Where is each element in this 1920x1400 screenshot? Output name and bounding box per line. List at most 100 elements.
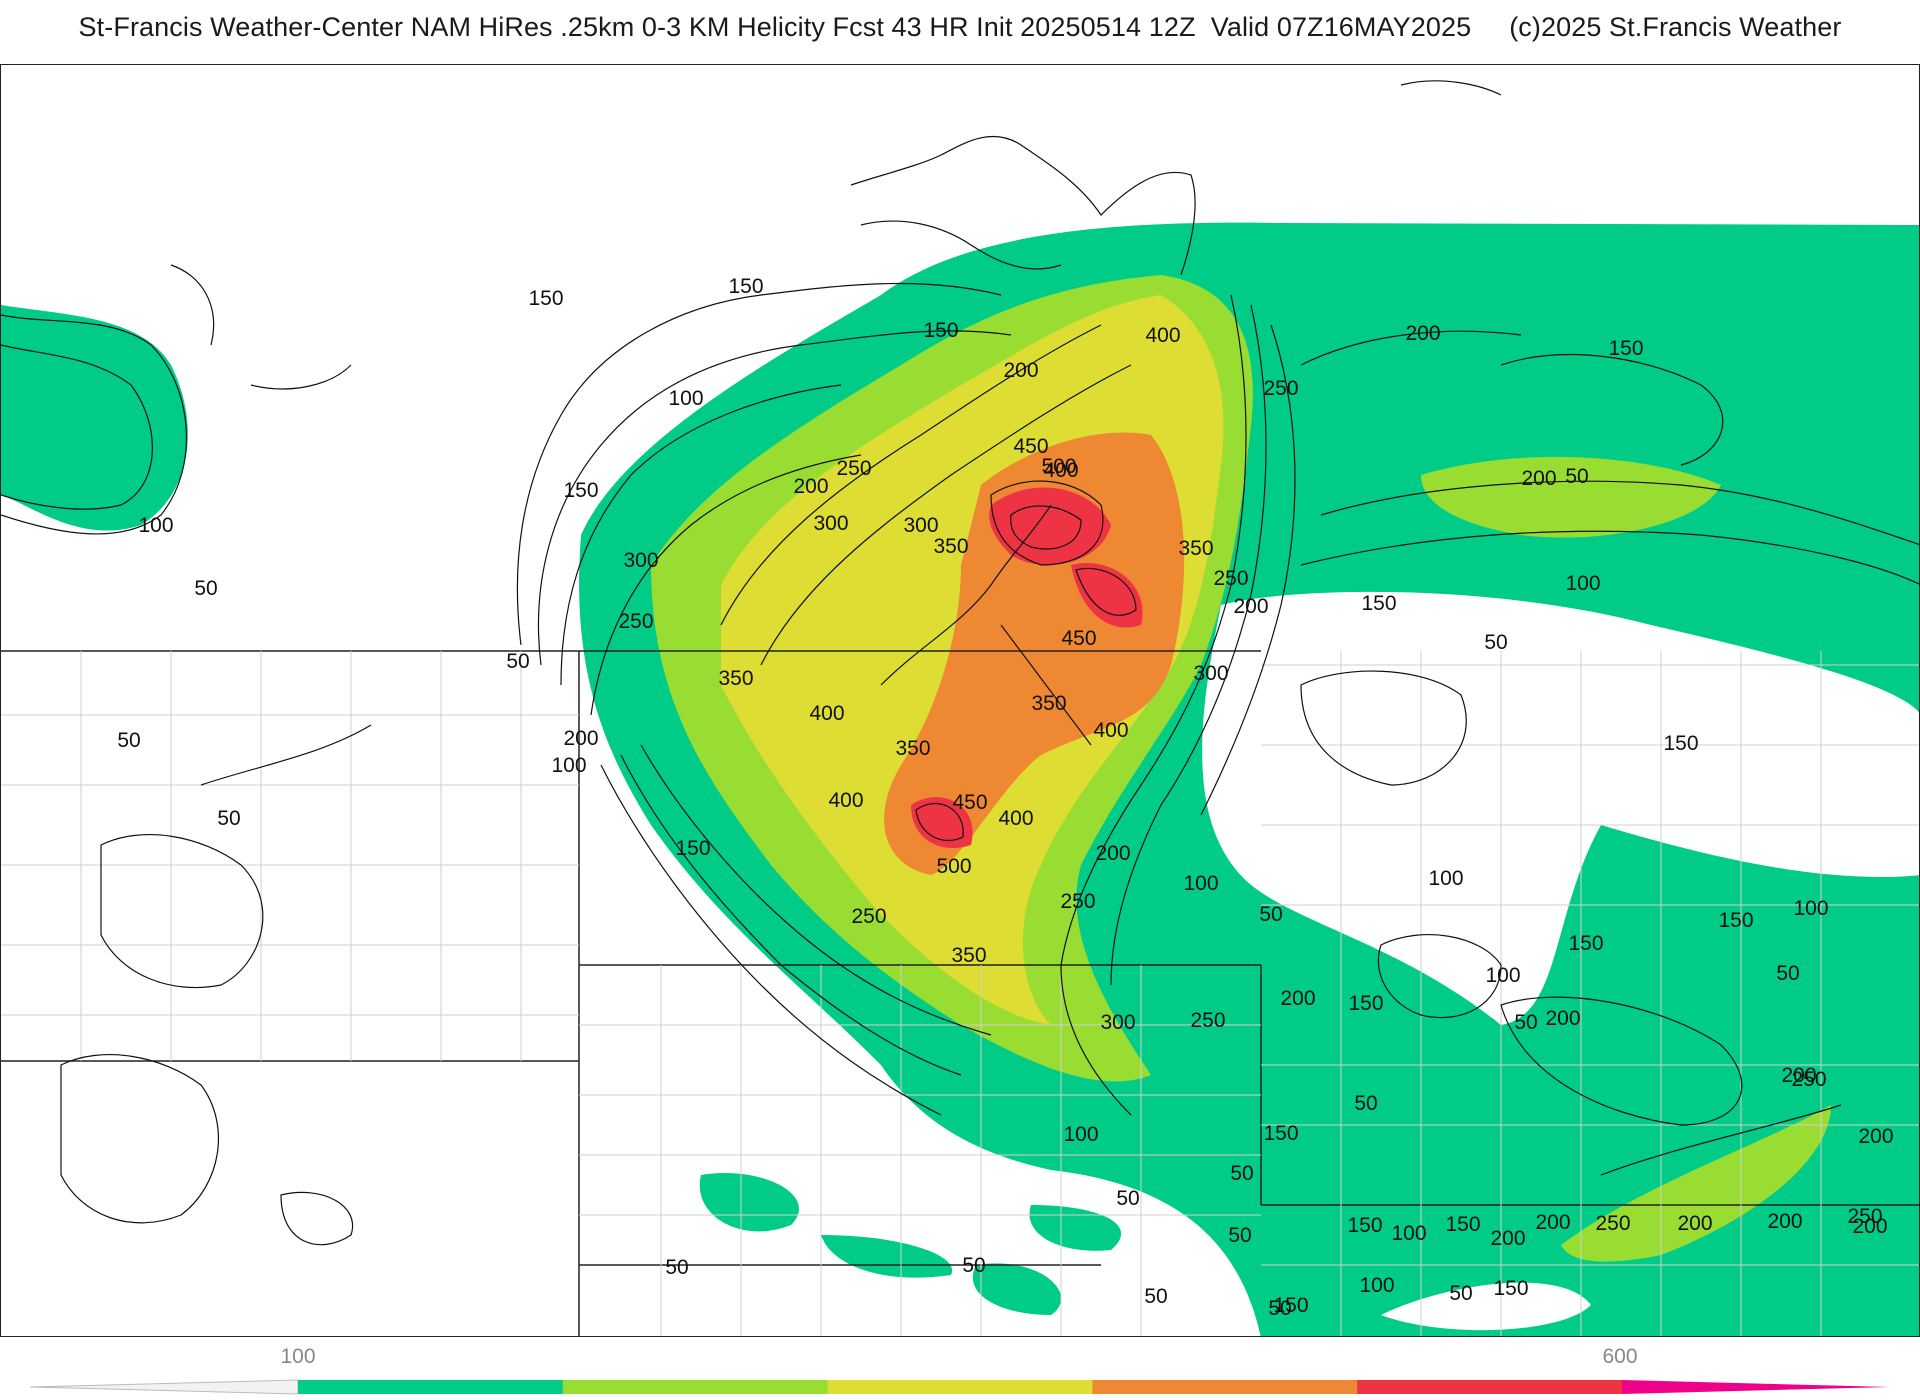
contour-label: 150 [1273, 1294, 1308, 1317]
fill-core-red-north [989, 487, 1111, 565]
contour-label: 300 [623, 549, 658, 572]
contour-label: 200 [1767, 1210, 1802, 1233]
contour-label: 150 [923, 319, 958, 342]
contour-label: 150 [1263, 1122, 1298, 1145]
contour-label: 200 [1852, 1215, 1887, 1238]
contour-label: 350 [895, 737, 930, 760]
fill-hole-southeast [1381, 1282, 1591, 1331]
contour-label: 400 [998, 807, 1033, 830]
contour-label: 50 [1268, 1297, 1291, 1320]
helicity-contours [1, 282, 1919, 1246]
fill-core-red-south [911, 797, 973, 849]
contour-label: 400 [1043, 459, 1078, 482]
contour-label: 250 [851, 905, 886, 928]
contour-label: 350 [1031, 692, 1066, 715]
contour-label: 200 [1521, 467, 1556, 490]
fill-band-lime-se [1561, 1105, 1831, 1262]
contour-label: 300 [1100, 1011, 1135, 1034]
contour-label: 150 [528, 287, 563, 310]
contour-label: 150 [1445, 1213, 1480, 1236]
contour-label: 150 [563, 479, 598, 502]
colorbar-segment [1092, 1380, 1358, 1394]
contour-label: 250 [1595, 1212, 1630, 1235]
contour-label: 200 [563, 727, 598, 750]
contour-label: 200 [1095, 842, 1130, 865]
colorbar-segment [298, 1380, 564, 1394]
contour-label: 250 [1060, 890, 1095, 913]
contour-label: 150 [1347, 1214, 1382, 1237]
contour-label: 150 [1608, 337, 1643, 360]
contour-label: 50 [1228, 1224, 1251, 1247]
fill-band-lime-ne [1421, 456, 1721, 538]
contour-label: 50 [1565, 465, 1588, 488]
contour-label: 250 [1213, 567, 1248, 590]
coastline [170, 80, 1502, 786]
contour-label: 200 [1781, 1064, 1816, 1087]
colorbar: 100 600 [0, 1337, 1920, 1400]
contour-label: 400 [1145, 324, 1180, 347]
colorbar-underflow-triangle [29, 1379, 299, 1395]
fill-band-green-south4 [972, 1263, 1062, 1315]
contour-label: 150 [728, 275, 763, 298]
colorbar-segment [1357, 1380, 1623, 1394]
contour-label: 50 [1116, 1187, 1139, 1210]
contour-label: 100 [1485, 964, 1520, 987]
contour-label: 150 [675, 837, 710, 860]
contour-label: 50 [117, 729, 140, 752]
contour-label: 350 [1178, 537, 1213, 560]
contour-label: 50 [217, 807, 240, 830]
map-title: St-Francis Weather-Center NAM HiRes .25k… [78, 12, 1842, 42]
contour-label: 100 [1793, 897, 1828, 920]
contour-label: 100 [668, 387, 703, 410]
contour-label: 250 [618, 610, 653, 633]
contour-label: 450 [1013, 435, 1048, 458]
contour-label: 300 [1193, 662, 1228, 685]
contour-label: 250 [1190, 1009, 1225, 1032]
contour-label: 150 [1663, 732, 1698, 755]
fill-band-green-south3 [1029, 1205, 1122, 1251]
contour-label: 50 [1144, 1285, 1167, 1308]
contour-label: 200 [1490, 1227, 1525, 1250]
contour-label: 250 [1263, 377, 1298, 400]
contour-label: 50 [962, 1254, 985, 1277]
contour-label: 400 [828, 789, 863, 812]
contour-label: 100 [1359, 1274, 1394, 1297]
colorbar-overflow-triangle [1622, 1380, 1890, 1394]
contour-label: 200 [1535, 1211, 1570, 1234]
contour-label: 150 [1493, 1277, 1528, 1300]
contour-label: 350 [951, 944, 986, 967]
contour-label: 250 [1847, 1205, 1882, 1228]
contour-label: 200 [1003, 359, 1038, 382]
contour-label: 150 [1361, 592, 1396, 615]
contour-label: 250 [1791, 1068, 1826, 1091]
helicity-map[interactable]: 150 150 100 200 400 150 200 150 150 200 250 450 500 4… [0, 64, 1920, 1337]
fill-hole-east [1202, 591, 1919, 1025]
fill-band-green-west [1, 305, 188, 531]
contour-label: 50 [1230, 1162, 1253, 1185]
contour-label: 300 [813, 512, 848, 535]
contour-label: 50 [1449, 1282, 1472, 1305]
contour-label: 200 [793, 475, 828, 498]
contour-label: 50 [194, 577, 217, 600]
contour-label: 250 [836, 457, 871, 480]
contour-label: 100 [1428, 867, 1463, 890]
contour-label: 150 [1718, 909, 1753, 932]
contour-label: 100 [138, 514, 173, 537]
contour-label: 500 [936, 855, 971, 878]
contour-label: 50 [506, 650, 529, 673]
fill-band-orange [884, 432, 1185, 875]
contour-label: 150 [1348, 992, 1383, 1015]
contour-label: 50 [1776, 962, 1799, 985]
colorbar-tick-label: 600 [1602, 1345, 1638, 1368]
fill-band-green-south2 [821, 1235, 953, 1278]
contour-label: 350 [933, 535, 968, 558]
colorbar-segment [562, 1380, 829, 1394]
contour-label: 350 [718, 667, 753, 690]
contour-label: 200 [1677, 1212, 1712, 1235]
contour-label: 50 [1484, 631, 1507, 654]
contour-label: 400 [809, 702, 844, 725]
contour-label: 100 [1063, 1123, 1098, 1146]
contour-label: 400 [1093, 719, 1128, 742]
colorbar-tick-label: 100 [280, 1345, 316, 1368]
